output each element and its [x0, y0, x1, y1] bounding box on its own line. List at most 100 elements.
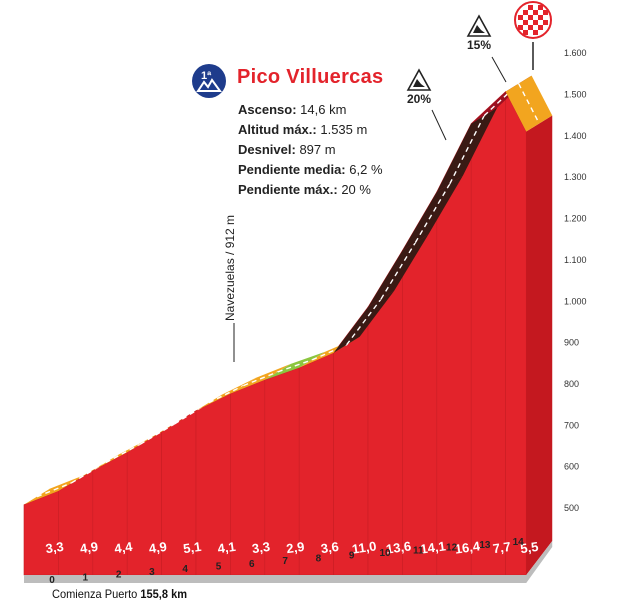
profile-dash-line — [208, 384, 244, 404]
gradient-label: 2,9 — [285, 539, 305, 556]
x-tick-label: 4 — [182, 564, 188, 575]
gradient-label: 4,9 — [148, 539, 168, 556]
landmark-label: Navezuelas / 912 m — [223, 215, 237, 321]
gradient-label: 7,7 — [492, 539, 512, 556]
flag-check — [518, 25, 523, 30]
marker-leader-line — [491, 56, 507, 83]
stat-elevation-gain: Desnivel: 897 m — [238, 142, 336, 157]
marker-leader-line — [431, 109, 447, 141]
gradient-label: 16,4 — [454, 538, 482, 556]
y-tick-label: 1.000 — [564, 296, 587, 306]
flag-check — [528, 25, 533, 30]
gradient-label: 3,3 — [45, 539, 65, 556]
profile-dash-line — [346, 298, 382, 346]
y-tick-label: 1.200 — [564, 214, 587, 224]
slope-glyph — [473, 25, 485, 33]
y-tick-label: 700 — [564, 420, 579, 430]
y-tick-label: 1.600 — [564, 48, 587, 58]
gradient-label: 3,3 — [251, 539, 271, 556]
warning-triangle — [466, 14, 492, 37]
profile-dash-line — [139, 423, 175, 445]
flag-check — [533, 30, 538, 35]
y-tick-label: 900 — [564, 338, 579, 348]
y-tick-label: 800 — [564, 379, 579, 389]
x-tick-label: 7 — [282, 556, 288, 567]
profile-segment — [23, 490, 59, 576]
flag-check — [528, 15, 533, 20]
x-tick-label: 1 — [83, 572, 89, 583]
x-tick-label: 14 — [513, 537, 525, 548]
x-tick-label: 13 — [479, 540, 491, 551]
stat-max-gradient: Pendiente máx.: 20 % — [238, 182, 371, 197]
gradient-label: 5,1 — [182, 539, 202, 556]
gradient-label: 13,6 — [385, 538, 412, 556]
x-tick-label: 3 — [149, 567, 155, 578]
y-tick-label: 600 — [564, 462, 579, 472]
x-tick-label: 11 — [413, 545, 424, 556]
steep-gradient-icon: 20% — [406, 68, 432, 106]
marker-label: 15% — [467, 38, 491, 52]
profile-dash-line — [380, 242, 416, 300]
gradient-label: 4,9 — [79, 539, 99, 556]
profile-dash-line — [277, 359, 313, 373]
category-badge-icon: 1ª — [192, 64, 226, 98]
x-tick-label: 6 — [249, 559, 255, 570]
x-tick-label: 5 — [216, 562, 222, 573]
climb-title: Pico Villuercas — [237, 66, 384, 88]
y-tick-label: 500 — [564, 503, 579, 513]
profile-dash-line — [174, 402, 210, 425]
x-tick-label: 10 — [379, 548, 391, 559]
x-tick-label: 2 — [116, 570, 122, 581]
profile-side-wall — [526, 115, 553, 576]
climb-stats: Ascenso: 14,6 km Altitud máx.: 1.535 m D… — [238, 100, 383, 200]
steep-gradient-icon: 15% — [466, 14, 492, 52]
summit-flag-icon — [514, 1, 552, 70]
gradient-label: 11,0 — [351, 538, 377, 556]
flag-check — [528, 5, 533, 10]
y-tick-label: 1.500 — [564, 90, 587, 100]
start-label: Comienza Puerto 155,8 km — [52, 587, 188, 601]
landmark-marker: Navezuelas / 912 m — [223, 215, 237, 362]
marker-label: 20% — [407, 92, 431, 106]
y-tick-label: 1.100 — [564, 255, 587, 265]
flag-check — [538, 15, 543, 20]
profile-dash-line — [71, 461, 107, 484]
profile-segment — [92, 451, 128, 576]
profile-dash-line — [105, 443, 141, 464]
profile-segment — [505, 91, 527, 576]
flag-check — [533, 20, 538, 25]
flag-check — [523, 30, 528, 35]
flag-check — [518, 15, 523, 20]
flag-check — [543, 20, 548, 25]
gradient-label: 5,5 — [519, 539, 539, 556]
gradient-label: 4,1 — [217, 539, 237, 556]
slope-glyph — [413, 79, 425, 87]
x-axis-band — [24, 541, 553, 583]
flag-check — [523, 20, 528, 25]
x-tick-label: 0 — [49, 575, 55, 586]
profile-top-band — [402, 175, 463, 251]
stat-max-altitude: Altitud máx.: 1.535 m — [238, 122, 368, 137]
flag-check — [538, 25, 543, 30]
flag-check — [543, 10, 548, 15]
flag-check — [533, 10, 538, 15]
gradient-label: 14,1 — [419, 538, 446, 556]
warning-triangle — [406, 68, 432, 91]
y-tick-label: 1.400 — [564, 131, 587, 141]
stat-avg-gradient: Pendiente media: 6,2 % — [238, 162, 383, 177]
y-tick-label: 1.300 — [564, 172, 587, 182]
profile-dash-line — [243, 371, 279, 387]
profile-top-band — [368, 234, 429, 308]
x-tick-label: 9 — [349, 551, 355, 562]
gradient-label: 4,4 — [113, 539, 134, 556]
profile-dash-line — [414, 183, 451, 243]
stat-ascent: Ascenso: 14,6 km — [238, 102, 347, 117]
x-tick-label: 12 — [446, 543, 458, 554]
profile-dash-line — [517, 83, 540, 124]
flag-check — [523, 10, 528, 15]
gradient-label: 3,6 — [320, 539, 340, 556]
profile-dash-line — [36, 482, 72, 498]
flag-check — [538, 5, 543, 10]
profile-dash-line — [449, 115, 485, 185]
